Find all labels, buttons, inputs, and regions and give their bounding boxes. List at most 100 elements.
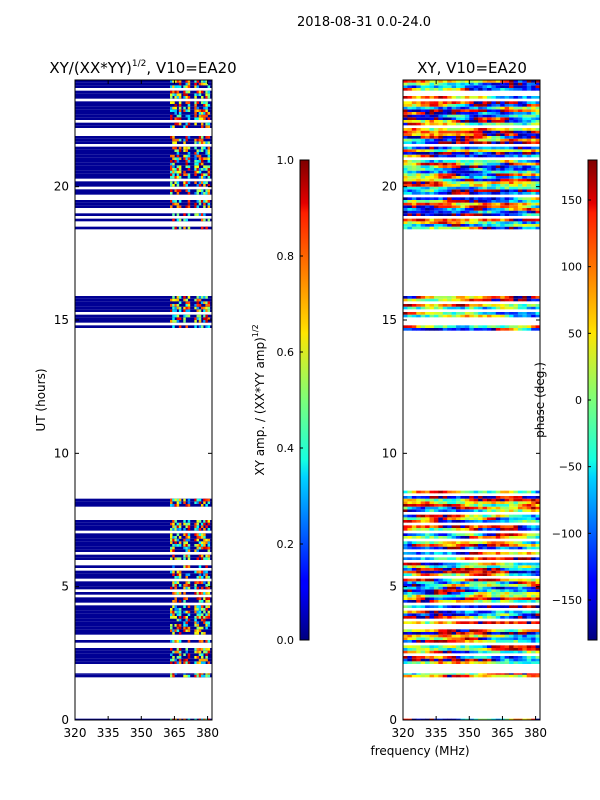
heatmap-cell: [513, 496, 519, 499]
heatmap-cell: [526, 597, 532, 600]
heatmap-cell: [456, 632, 461, 635]
heatmap-cell: [433, 544, 439, 547]
heatmap-cell: [486, 597, 492, 600]
heatmap-cell: [517, 208, 523, 211]
heatmap-cell: [517, 634, 523, 638]
heatmap-cell: [416, 82, 421, 86]
heatmap-cell: [495, 586, 501, 590]
heatmap-cell: [183, 181, 186, 184]
heatmap-cell: [456, 501, 461, 504]
heatmap-cell: [517, 168, 523, 171]
heatmap-cell: [176, 157, 180, 160]
heatmap-cell: [486, 592, 492, 595]
heatmap-cell: [486, 632, 492, 635]
heatmap-row: [75, 600, 212, 603]
heatmap-cell: [464, 536, 470, 539]
heatmap-cell: [482, 221, 488, 224]
heatmap-cell: [460, 210, 466, 214]
heatmap-cell: [495, 328, 501, 331]
heatmap-cell: [482, 504, 488, 507]
heatmap-cell: [469, 213, 475, 216]
heatmap-cell: [407, 85, 413, 88]
heatmap-cell: [416, 640, 421, 643]
heatmap-cell: [504, 517, 510, 520]
heatmap-cell: [416, 674, 421, 678]
heatmap-cell: [482, 128, 488, 131]
heatmap-cell: [407, 226, 413, 230]
heatmap-row: [75, 504, 212, 507]
heatmap-cell: [500, 592, 505, 595]
heatmap-cell: [185, 138, 188, 142]
heatmap-cell: [172, 213, 175, 216]
heatmap-cell: [416, 117, 421, 120]
heatmap-cell: [517, 314, 523, 318]
heatmap-cell: [194, 650, 197, 654]
heatmap-cell: [464, 186, 470, 190]
heatmap-cell: [170, 498, 173, 502]
heatmap-cell: [522, 312, 528, 315]
heatmap-cell: [451, 718, 457, 720]
heatmap-cell: [478, 650, 483, 654]
heatmap-cell: [509, 718, 514, 720]
heatmap-cell: [425, 616, 430, 619]
heatmap-cell: [200, 122, 204, 126]
heatmap-cell: [500, 520, 505, 523]
heatmap-cell: [196, 656, 200, 659]
heatmap-cell: [460, 104, 466, 107]
heatmap-cell: [486, 314, 492, 318]
heatmap-cell: [198, 82, 202, 86]
heatmap-cell: [478, 101, 483, 104]
heatmap-cell: [495, 613, 501, 616]
heatmap-cell: [473, 80, 479, 83]
heatmap-cell: [411, 208, 417, 211]
heatmap-cell: [433, 178, 439, 182]
heatmap-cell: [473, 186, 479, 190]
heatmap-cell: [416, 648, 421, 651]
heatmap-cell: [438, 154, 444, 158]
heatmap-cell: [509, 154, 514, 158]
heatmap-cell: [478, 509, 483, 512]
heatmap-cell: [513, 640, 519, 643]
heatmap-cell: [433, 528, 439, 531]
heatmap-cell: [531, 122, 536, 126]
heatmap-cell: [478, 152, 483, 155]
heatmap-cell: [447, 210, 452, 214]
heatmap-cell: [513, 509, 519, 512]
heatmap-cell: [442, 640, 448, 643]
heatmap-cell: [447, 101, 452, 104]
heatmap-cell: [482, 565, 488, 568]
heatmap-cell: [509, 130, 514, 134]
heatmap-cell: [451, 186, 457, 190]
heatmap-cell: [433, 328, 439, 331]
heatmap-cell: [403, 632, 408, 635]
heatmap-cell: [407, 544, 413, 547]
heatmap-cell: [522, 658, 528, 662]
heatmap-cell: [425, 173, 430, 176]
heatmap-cell: [198, 498, 202, 502]
heatmap-cell: [196, 317, 200, 320]
heatmap-cell: [495, 213, 501, 216]
heatmap-cell: [495, 520, 501, 523]
heatmap-cell: [486, 568, 492, 571]
heatmap-cell: [460, 552, 466, 555]
heatmap-cell: [504, 496, 510, 499]
heatmap-cell: [491, 650, 497, 654]
heatmap-cell: [433, 117, 439, 120]
heatmap-cell: [420, 629, 426, 632]
heatmap-cell: [451, 141, 457, 144]
heatmap-row: [75, 640, 212, 643]
heatmap-cell: [513, 506, 519, 510]
heatmap-cell: [187, 213, 191, 216]
heatmap-cell: [407, 170, 413, 174]
heatmap-cell: [196, 160, 200, 163]
heatmap-cell: [194, 154, 197, 158]
heatmap-cell: [172, 109, 175, 112]
heatmap-cell: [456, 205, 461, 208]
heatmap-cell: [482, 674, 488, 678]
heatmap-cell: [482, 648, 488, 651]
heatmap-cell: [420, 592, 426, 595]
heatmap-cell: [425, 517, 430, 520]
heatmap-cell: [504, 213, 510, 216]
heatmap-row: [75, 317, 212, 320]
heatmap-cell: [460, 325, 466, 328]
